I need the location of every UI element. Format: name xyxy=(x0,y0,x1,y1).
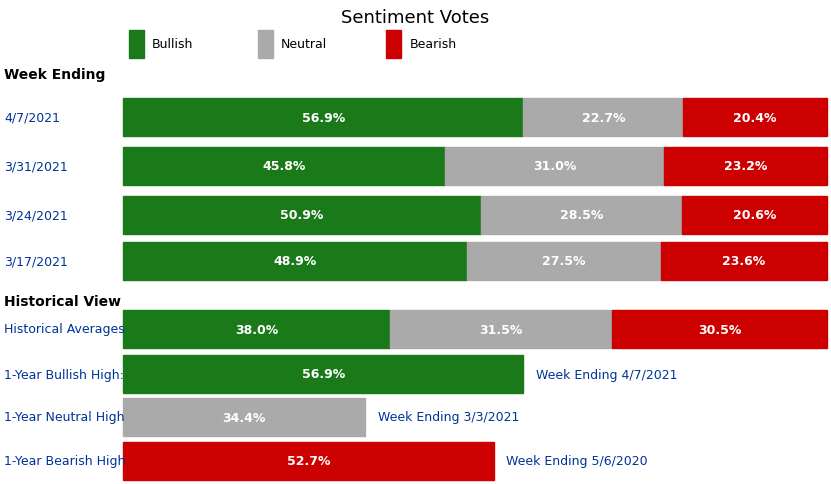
Bar xyxy=(129,30,144,59)
Text: 56.9%: 56.9% xyxy=(302,368,345,381)
Text: 4/7/2021: 4/7/2021 xyxy=(4,111,60,124)
Text: 3/17/2021: 3/17/2021 xyxy=(4,255,68,268)
Text: 23.2%: 23.2% xyxy=(724,160,767,173)
Text: 34.4%: 34.4% xyxy=(223,410,266,424)
Text: 48.9%: 48.9% xyxy=(273,255,317,268)
Text: Week Ending: Week Ending xyxy=(4,68,106,82)
Text: Bearish: Bearish xyxy=(410,38,457,51)
Text: 45.8%: 45.8% xyxy=(263,160,306,173)
Bar xyxy=(612,310,827,348)
Text: Week Ending 3/3/2021: Week Ending 3/3/2021 xyxy=(377,410,519,424)
Bar xyxy=(123,148,445,186)
Text: Sentiment Votes: Sentiment Votes xyxy=(342,9,489,27)
Bar xyxy=(123,99,524,136)
Bar xyxy=(123,355,524,393)
Text: 38.0%: 38.0% xyxy=(235,323,278,336)
Text: 3/24/2021: 3/24/2021 xyxy=(4,209,68,222)
Text: 23.6%: 23.6% xyxy=(722,255,765,268)
Bar xyxy=(445,148,663,186)
Text: Week Ending 5/6/2020: Week Ending 5/6/2020 xyxy=(506,454,648,468)
Bar xyxy=(123,310,391,348)
Text: 27.5%: 27.5% xyxy=(542,255,586,268)
Text: 20.4%: 20.4% xyxy=(733,111,777,124)
Bar xyxy=(661,242,827,280)
Text: 1-Year Bullish High:: 1-Year Bullish High: xyxy=(4,368,124,381)
Bar xyxy=(123,442,494,480)
Text: 56.9%: 56.9% xyxy=(302,111,345,124)
Text: 1-Year Bearish High: 1-Year Bearish High xyxy=(4,454,125,468)
Bar xyxy=(481,197,682,235)
Text: 52.7%: 52.7% xyxy=(287,454,330,468)
Bar xyxy=(683,99,827,136)
Bar xyxy=(391,310,612,348)
Bar xyxy=(386,30,401,59)
Text: 31.0%: 31.0% xyxy=(533,160,576,173)
Bar xyxy=(258,30,273,59)
Bar xyxy=(524,99,683,136)
Text: Week Ending 4/7/2021: Week Ending 4/7/2021 xyxy=(536,368,677,381)
Text: Bullish: Bullish xyxy=(152,38,194,51)
Text: 28.5%: 28.5% xyxy=(560,209,603,222)
Text: 30.5%: 30.5% xyxy=(698,323,741,336)
Bar xyxy=(123,197,481,235)
Text: 1-Year Neutral High: 1-Year Neutral High xyxy=(4,410,125,424)
Text: 3/31/2021: 3/31/2021 xyxy=(4,160,68,173)
Text: Historical Averages: Historical Averages xyxy=(4,323,125,336)
Bar xyxy=(123,398,365,436)
Text: 22.7%: 22.7% xyxy=(582,111,625,124)
Text: Historical View: Historical View xyxy=(4,294,121,308)
Text: Neutral: Neutral xyxy=(281,38,327,51)
Text: 20.6%: 20.6% xyxy=(733,209,776,222)
Bar xyxy=(682,197,827,235)
Text: 31.5%: 31.5% xyxy=(479,323,523,336)
Bar xyxy=(467,242,661,280)
Text: 50.9%: 50.9% xyxy=(280,209,324,222)
Bar xyxy=(663,148,827,186)
Bar xyxy=(123,242,467,280)
